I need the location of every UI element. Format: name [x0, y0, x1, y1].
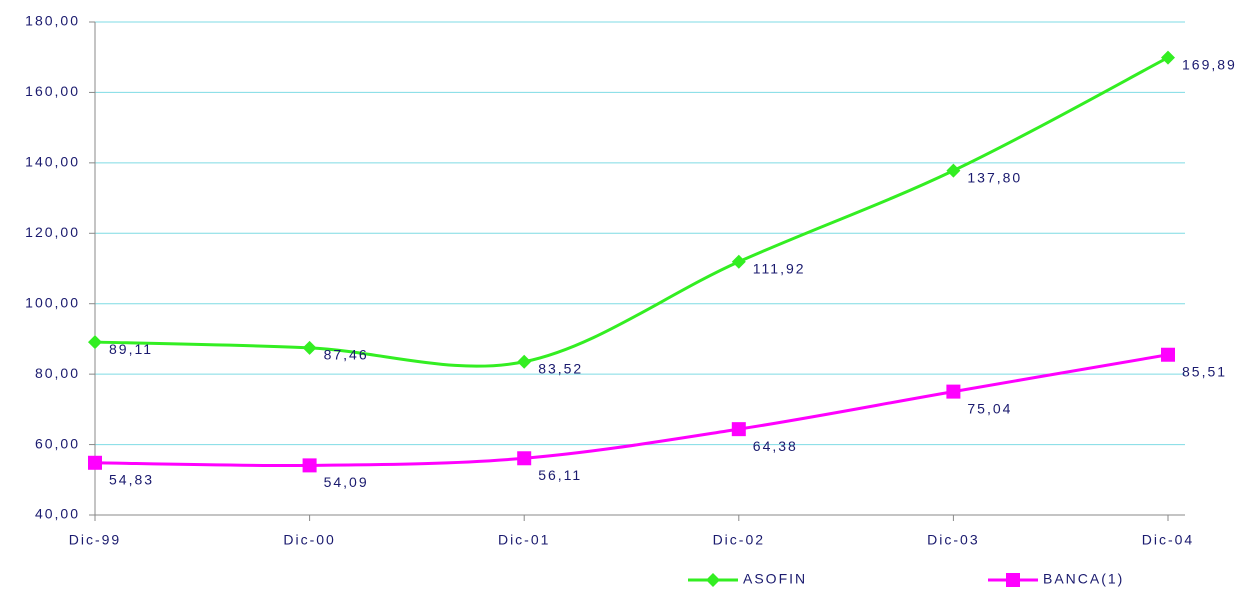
data-label: 54,83 — [109, 471, 154, 487]
y-tick-label: 60,00 — [35, 435, 80, 451]
data-point — [517, 354, 532, 369]
data-label: 111,92 — [753, 260, 806, 276]
y-tick-label: 120,00 — [25, 224, 80, 240]
y-tick-label: 180,00 — [25, 13, 80, 29]
y-tick-label: 80,00 — [35, 365, 80, 381]
data-label: 83,52 — [538, 360, 583, 376]
data-point — [302, 340, 317, 355]
legend-marker — [1006, 573, 1020, 587]
data-point — [88, 335, 102, 350]
y-tick-label: 40,00 — [35, 506, 80, 522]
y-tick-label: 140,00 — [25, 154, 80, 170]
data-point — [302, 458, 317, 473]
data-label: 64,38 — [753, 438, 798, 454]
data-label: 54,09 — [324, 474, 369, 490]
x-tick-label: Dic-04 — [1142, 532, 1194, 548]
data-label: 89,11 — [109, 341, 153, 357]
data-label: 87,46 — [324, 347, 369, 363]
series-line — [94, 353, 1169, 468]
y-tick-label: 100,00 — [25, 294, 80, 310]
legend-marker — [706, 573, 720, 587]
data-label: 85,51 — [1182, 363, 1227, 379]
data-point — [1161, 50, 1175, 65]
data-point — [946, 384, 961, 399]
data-label: 56,11 — [538, 467, 582, 483]
data-point — [88, 455, 102, 470]
data-point — [946, 163, 961, 178]
data-label: 75,04 — [967, 400, 1012, 416]
data-point — [1161, 347, 1175, 362]
x-tick-label: Dic-99 — [69, 532, 121, 548]
x-tick-label: Dic-02 — [713, 532, 765, 548]
x-tick-label: Dic-03 — [927, 532, 979, 548]
data-label: 169,89 — [1182, 56, 1237, 72]
data-label: 137,80 — [967, 169, 1022, 185]
data-point — [517, 451, 532, 466]
y-tick-label: 160,00 — [25, 83, 80, 99]
x-tick-label: Dic-00 — [283, 532, 335, 548]
x-tick-label: Dic-01 — [498, 532, 550, 548]
data-point — [731, 254, 746, 269]
series-line — [94, 56, 1169, 368]
data-point — [731, 422, 746, 437]
legend-label: ASOFIN — [743, 571, 807, 587]
legend-label: BANCA(1) — [1043, 571, 1124, 587]
